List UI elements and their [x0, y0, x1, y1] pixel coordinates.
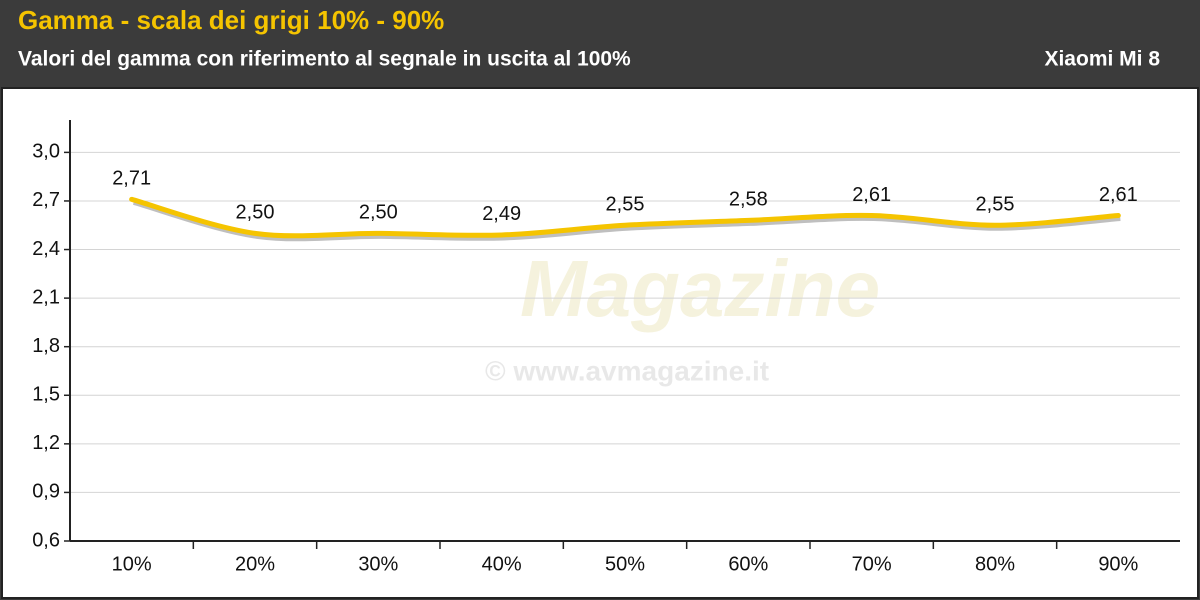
watermark: Magazine © www.avmagazine.it: [485, 244, 880, 386]
data-label: 2,61: [852, 184, 891, 206]
watermark-url: © www.avmagazine.it: [485, 355, 769, 386]
y-tick-label: 2,1: [32, 286, 60, 308]
data-label: 2,50: [236, 202, 275, 224]
x-tick-label: 30%: [358, 553, 398, 575]
data-label: 2,58: [729, 189, 768, 211]
x-tick-label: 60%: [728, 553, 768, 575]
x-tick-label: 50%: [605, 553, 645, 575]
device-label: Xiaomi Mi 8: [1044, 48, 1160, 71]
data-label: 2,55: [606, 194, 645, 216]
data-label: 2,49: [482, 203, 521, 225]
plot-panel: [1, 87, 1199, 599]
data-label: 2,55: [976, 194, 1015, 216]
watermark-brand: Magazine: [520, 244, 880, 333]
y-tick-label: 1,8: [32, 335, 60, 357]
y-tick-label: 0,9: [32, 481, 60, 503]
y-tick-label: 2,4: [32, 238, 60, 260]
y-tick-label: 0,6: [32, 529, 60, 551]
x-tick-label: 10%: [112, 553, 152, 575]
x-tick-label: 70%: [852, 553, 892, 575]
chart-title: Gamma - scala dei grigi 10% - 90%: [18, 5, 444, 35]
data-label: 2,50: [359, 202, 398, 224]
chart-subtitle: Valori del gamma con riferimento al segn…: [18, 48, 631, 71]
y-tick-label: 3,0: [32, 141, 60, 163]
y-tick-label: 2,7: [32, 189, 60, 211]
data-line: [129, 196, 1121, 239]
line-shadow: [133, 199, 1121, 242]
x-tick-label: 20%: [235, 553, 275, 575]
plot: 0,6 0,9 1,2 1,5 1,8 2,1 2,4 2,7 3,0 10% 20% 30% 40% 5…: [32, 120, 1180, 575]
x-tick-label: 40%: [482, 553, 522, 575]
x-tick-label: 90%: [1098, 553, 1138, 575]
x-tick-label: 80%: [975, 553, 1015, 575]
y-tick-label: 1,2: [32, 432, 60, 454]
data-label: 2,71: [112, 168, 151, 190]
data-label: 2,61: [1099, 184, 1138, 206]
y-tick-label: 1,5: [32, 384, 60, 406]
